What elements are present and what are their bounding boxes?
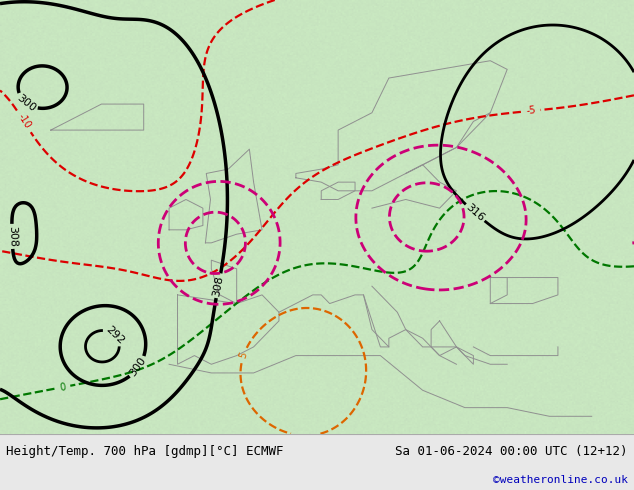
Text: ©weatheronline.co.uk: ©weatheronline.co.uk — [493, 475, 628, 485]
Text: 308: 308 — [7, 226, 18, 247]
Text: Sa 01-06-2024 00:00 UTC (12+12): Sa 01-06-2024 00:00 UTC (12+12) — [395, 445, 628, 458]
Text: Height/Temp. 700 hPa [gdmp][°C] ECMWF: Height/Temp. 700 hPa [gdmp][°C] ECMWF — [6, 445, 284, 458]
Text: 300: 300 — [15, 93, 38, 113]
Text: 300: 300 — [128, 356, 148, 379]
Text: -10: -10 — [15, 112, 32, 131]
Text: -5: -5 — [526, 105, 536, 116]
Text: 316: 316 — [464, 202, 486, 223]
Text: 5: 5 — [238, 351, 249, 360]
Text: 308: 308 — [212, 274, 225, 297]
Text: 292: 292 — [103, 324, 126, 346]
Text: 0: 0 — [58, 382, 67, 392]
